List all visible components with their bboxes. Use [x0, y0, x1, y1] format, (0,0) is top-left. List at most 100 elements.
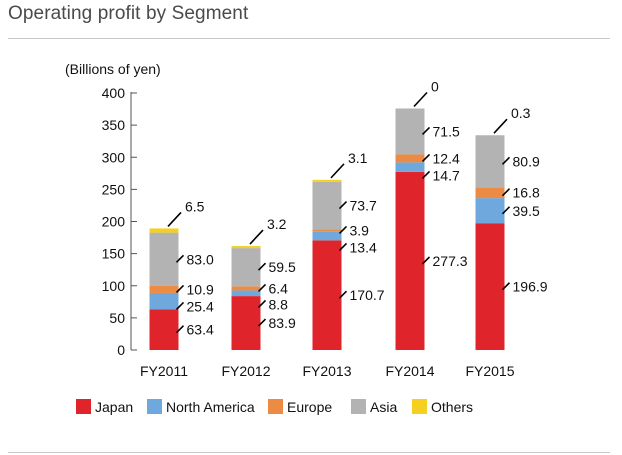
bar-segment-europe [231, 286, 261, 291]
leader-line [257, 283, 267, 292]
bar-segment-others [149, 228, 179, 233]
legend-label: Japan [95, 399, 133, 415]
chart-title: Operating profit by Segment [8, 3, 249, 24]
leader-line [501, 282, 511, 291]
legend-swatch-europe [268, 399, 283, 414]
data-label-north-america: 25.4 [187, 298, 214, 314]
legend-label: Asia [370, 399, 397, 415]
leader-line [175, 254, 185, 263]
x-tick-label: FY2011 [140, 363, 188, 379]
leader-line [421, 126, 431, 136]
legend-label: North America [166, 399, 255, 415]
data-label-japan: 196.9 [513, 279, 548, 295]
leader-line [330, 163, 345, 179]
y-tick-label: 50 [109, 310, 125, 326]
leader-line [257, 262, 267, 271]
data-label-north-america: 14.7 [433, 167, 460, 183]
data-label-others: 0 [431, 78, 439, 94]
data-label-europe: 16.8 [513, 185, 540, 201]
data-label-asia: 71.5 [433, 123, 460, 139]
data-label-japan: 83.9 [269, 315, 296, 331]
bar-segment-north-america [231, 290, 261, 297]
bar-segment-asia [312, 181, 342, 230]
data-label-north-america: 39.5 [513, 203, 540, 219]
y-tick-label: 250 [102, 181, 126, 197]
data-label-asia: 83.0 [187, 251, 214, 267]
bar-segment-europe [395, 154, 425, 163]
bar-segment-north-america [395, 162, 425, 172]
data-label-europe: 10.9 [187, 281, 214, 297]
leader-line [501, 188, 511, 197]
legend-swatch-others [412, 399, 427, 414]
y-tick-label: 350 [102, 117, 126, 133]
leader-line [501, 156, 511, 165]
leader-line [175, 325, 185, 334]
bar-segment-europe [149, 285, 179, 293]
leader-line [257, 318, 267, 327]
bar-segment-japan [149, 309, 179, 350]
legend-swatch-north-america [147, 399, 162, 414]
leader-line [257, 299, 267, 308]
bar-segment-asia [231, 248, 261, 287]
data-label-others: 0.3 [511, 105, 531, 121]
data-label-asia: 59.5 [269, 259, 296, 275]
y-tick-label: 300 [102, 149, 126, 165]
data-label-others: 3.1 [348, 150, 368, 166]
bottom-divider [8, 452, 610, 453]
leader-line [421, 256, 431, 265]
leader-line [167, 211, 182, 227]
leader-line [338, 290, 348, 299]
y-tick-label: 200 [102, 214, 126, 230]
bar-segment-asia [475, 135, 505, 188]
bar-segment-asia [149, 232, 179, 286]
x-tick-label: FY2014 [385, 363, 434, 379]
y-tick-label: 400 [102, 85, 126, 101]
leader-line [501, 206, 511, 215]
x-tick-label: FY2013 [302, 363, 351, 379]
data-label-asia: 80.9 [513, 153, 540, 169]
bar-segment-others [312, 179, 342, 182]
data-label-japan: 277.3 [433, 253, 468, 269]
bar-segment-japan [312, 240, 342, 350]
bar-segment-north-america [312, 231, 342, 241]
bar-segment-japan [231, 296, 261, 350]
bar-segment-north-america [475, 198, 505, 224]
data-label-north-america: 8.8 [269, 296, 289, 312]
leader-line [413, 91, 428, 108]
data-label-japan: 170.7 [350, 287, 385, 303]
bar-segment-europe [475, 187, 505, 199]
legend-swatch-japan [76, 399, 91, 414]
leader-line [421, 153, 431, 162]
leader-line [338, 225, 348, 235]
legend-label: Europe [287, 399, 332, 415]
data-label-europe: 3.9 [350, 222, 370, 238]
y-axis-label: (Billions of yen) [65, 61, 161, 77]
bar-segment-north-america [149, 292, 179, 310]
legend-swatch-asia [351, 399, 366, 414]
leader-line [338, 200, 348, 210]
bar-segment-asia [395, 108, 425, 155]
top-divider [8, 38, 610, 39]
leader-line [249, 229, 264, 245]
y-tick-label: 150 [102, 246, 126, 262]
bar-segment-japan [395, 171, 425, 350]
leader-line [175, 301, 185, 311]
data-label-europe: 12.4 [433, 150, 460, 166]
data-label-europe: 6.4 [269, 280, 289, 296]
data-label-japan: 63.4 [187, 322, 214, 338]
bar-segment-others [475, 135, 505, 136]
leader-line [493, 118, 508, 134]
y-tick-label: 100 [102, 278, 126, 294]
data-label-north-america: 13.4 [350, 239, 377, 255]
bar-segment-europe [312, 229, 342, 232]
bar-segment-others [231, 246, 261, 249]
legend-label: Others [431, 399, 473, 415]
data-label-asia: 73.7 [350, 198, 377, 214]
y-tick-label: 0 [117, 342, 125, 358]
x-tick-label: FY2015 [465, 363, 514, 379]
leader-line [338, 242, 348, 252]
leader-line [175, 284, 185, 294]
leader-line [421, 170, 431, 179]
data-label-others: 6.5 [185, 198, 205, 214]
